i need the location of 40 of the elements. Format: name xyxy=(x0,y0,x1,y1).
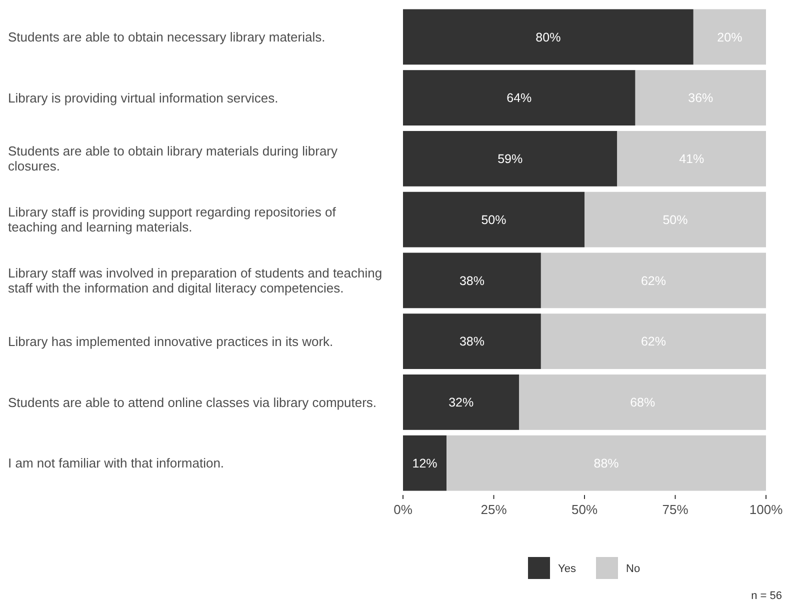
y-tick-label: Students are able to obtain library materials during library closures. xyxy=(8,144,338,174)
bar xyxy=(403,435,447,491)
bar xyxy=(403,9,694,65)
y-tick-label: Library staff was involved in preparation of students and teaching staff with the information and digital literacy competencies. xyxy=(8,265,382,296)
x-tick-label: 25% xyxy=(480,502,508,517)
data-label: 12% xyxy=(412,456,438,470)
legend-label: No xyxy=(626,562,640,575)
y-tick-label: Library is providing virtual information services. xyxy=(8,90,278,106)
y-tick-label: Library staff is providing support regarding repositories of teaching and learning materials. xyxy=(8,204,336,235)
x-tick-label: 75% xyxy=(662,502,689,517)
bar xyxy=(635,70,766,126)
bar xyxy=(540,252,766,308)
bar xyxy=(540,314,766,370)
bar xyxy=(446,435,766,491)
data-label: 38% xyxy=(459,274,484,288)
y-tick-label: I am not familiar with that information. xyxy=(8,456,224,471)
bar xyxy=(403,70,636,126)
legend-label: Yes xyxy=(558,562,576,575)
data-label: 50% xyxy=(481,212,506,227)
x-tick-label: 50% xyxy=(571,502,598,517)
bar xyxy=(617,130,766,186)
bar xyxy=(403,192,584,248)
data-label: 32% xyxy=(448,396,474,410)
bar xyxy=(693,9,766,65)
data-label: 64% xyxy=(506,91,532,106)
y-tick-label: Students are able to obtain necessary library materials. xyxy=(8,29,326,44)
y-tick-label: Library has implemented innovative practices in its work. xyxy=(8,334,334,349)
bar xyxy=(403,314,541,370)
data-label: 80% xyxy=(536,30,561,44)
bar xyxy=(403,374,520,430)
text: n = 56 xyxy=(751,590,782,602)
x-tick-label: 100% xyxy=(749,502,784,517)
bar xyxy=(519,374,766,430)
bar xyxy=(403,130,618,186)
bar xyxy=(403,252,541,308)
x-tick-label: 0% xyxy=(394,502,413,517)
bar xyxy=(584,192,766,248)
data-label: 59% xyxy=(498,152,523,166)
y-tick-label: Students are able to attend online classes via library computers. xyxy=(8,394,377,410)
data-label: 38% xyxy=(459,334,484,349)
